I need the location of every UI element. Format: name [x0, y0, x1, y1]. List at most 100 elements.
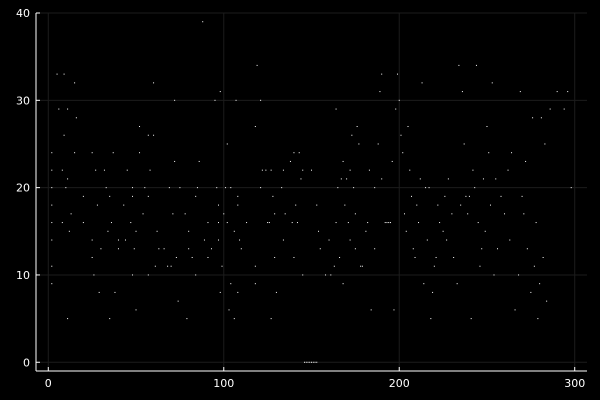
data-point [402, 152, 404, 154]
data-point [535, 222, 537, 224]
data-point [51, 265, 53, 267]
data-point [465, 195, 467, 197]
data-point [467, 213, 469, 215]
data-point [75, 117, 77, 119]
data-point [123, 204, 125, 206]
data-point [460, 204, 462, 206]
data-point [174, 99, 176, 101]
data-point [61, 169, 63, 171]
data-point [442, 230, 444, 232]
data-point [284, 213, 286, 215]
data-point [325, 274, 327, 276]
data-point [488, 152, 490, 154]
y-tick-label: 0 [23, 356, 30, 369]
data-point [191, 256, 193, 258]
data-point [109, 195, 111, 197]
data-point [82, 195, 84, 197]
data-point [518, 274, 520, 276]
data-point [540, 117, 542, 119]
data-point [109, 318, 111, 320]
data-point [493, 274, 495, 276]
data-point [479, 265, 481, 267]
data-point [418, 222, 420, 224]
y-tick-label: 10 [16, 269, 30, 282]
data-point [132, 187, 134, 189]
data-point [70, 213, 72, 215]
data-point [533, 265, 535, 267]
data-point [300, 178, 302, 180]
data-point [481, 248, 483, 250]
data-point [270, 169, 272, 171]
data-point [163, 248, 165, 250]
data-point [395, 108, 397, 110]
data-point [344, 204, 346, 206]
data-point [207, 222, 209, 224]
data-point [370, 309, 372, 311]
data-point [333, 265, 335, 267]
axes [35, 12, 587, 372]
data-point [147, 134, 149, 136]
data-point [195, 195, 197, 197]
data-point [474, 187, 476, 189]
data-point [56, 73, 58, 75]
data-point [112, 152, 114, 154]
data-point [172, 213, 174, 215]
data-point [98, 291, 100, 293]
data-point [365, 230, 367, 232]
data-point [546, 300, 548, 302]
data-point [374, 248, 376, 250]
data-point [217, 222, 219, 224]
data-point [504, 213, 506, 215]
data-point [335, 222, 337, 224]
data-point [447, 178, 449, 180]
data-point [337, 187, 339, 189]
data-point [470, 318, 472, 320]
data-point [177, 300, 179, 302]
data-point [351, 134, 353, 136]
data-point [404, 213, 406, 215]
data-point [311, 169, 312, 171]
data-point [186, 318, 188, 320]
data-point [414, 256, 416, 258]
data-point [237, 291, 239, 293]
data-point [514, 309, 516, 311]
data-point [302, 274, 304, 276]
data-point [377, 143, 379, 145]
data-point [311, 361, 312, 363]
data-point [463, 143, 465, 145]
data-point [419, 178, 421, 180]
data-point [239, 239, 241, 241]
data-point [539, 283, 541, 285]
data-point [156, 230, 158, 232]
data-point [361, 265, 363, 267]
data-point [179, 187, 181, 189]
data-point [509, 239, 511, 241]
data-point [233, 230, 235, 232]
data-point [400, 134, 402, 136]
data-point [61, 222, 63, 224]
data-point [254, 265, 256, 267]
data-point [198, 160, 200, 162]
data-point [188, 230, 190, 232]
data-point [282, 169, 284, 171]
data-point [268, 222, 270, 224]
data-point [207, 256, 209, 258]
data-point [305, 361, 307, 363]
data-point [349, 169, 351, 171]
data-point [74, 82, 76, 84]
data-point [368, 169, 370, 171]
data-point [354, 213, 356, 215]
data-point [149, 169, 151, 171]
data-point [217, 239, 219, 241]
data-point [486, 126, 488, 128]
data-point [426, 239, 428, 241]
data-point [453, 256, 455, 258]
data-point [226, 143, 228, 145]
data-point [170, 265, 172, 267]
data-point [511, 152, 513, 154]
data-point [233, 318, 235, 320]
data-point [298, 152, 300, 154]
data-point [542, 256, 544, 258]
data-points [51, 21, 572, 363]
data-point [525, 160, 527, 162]
